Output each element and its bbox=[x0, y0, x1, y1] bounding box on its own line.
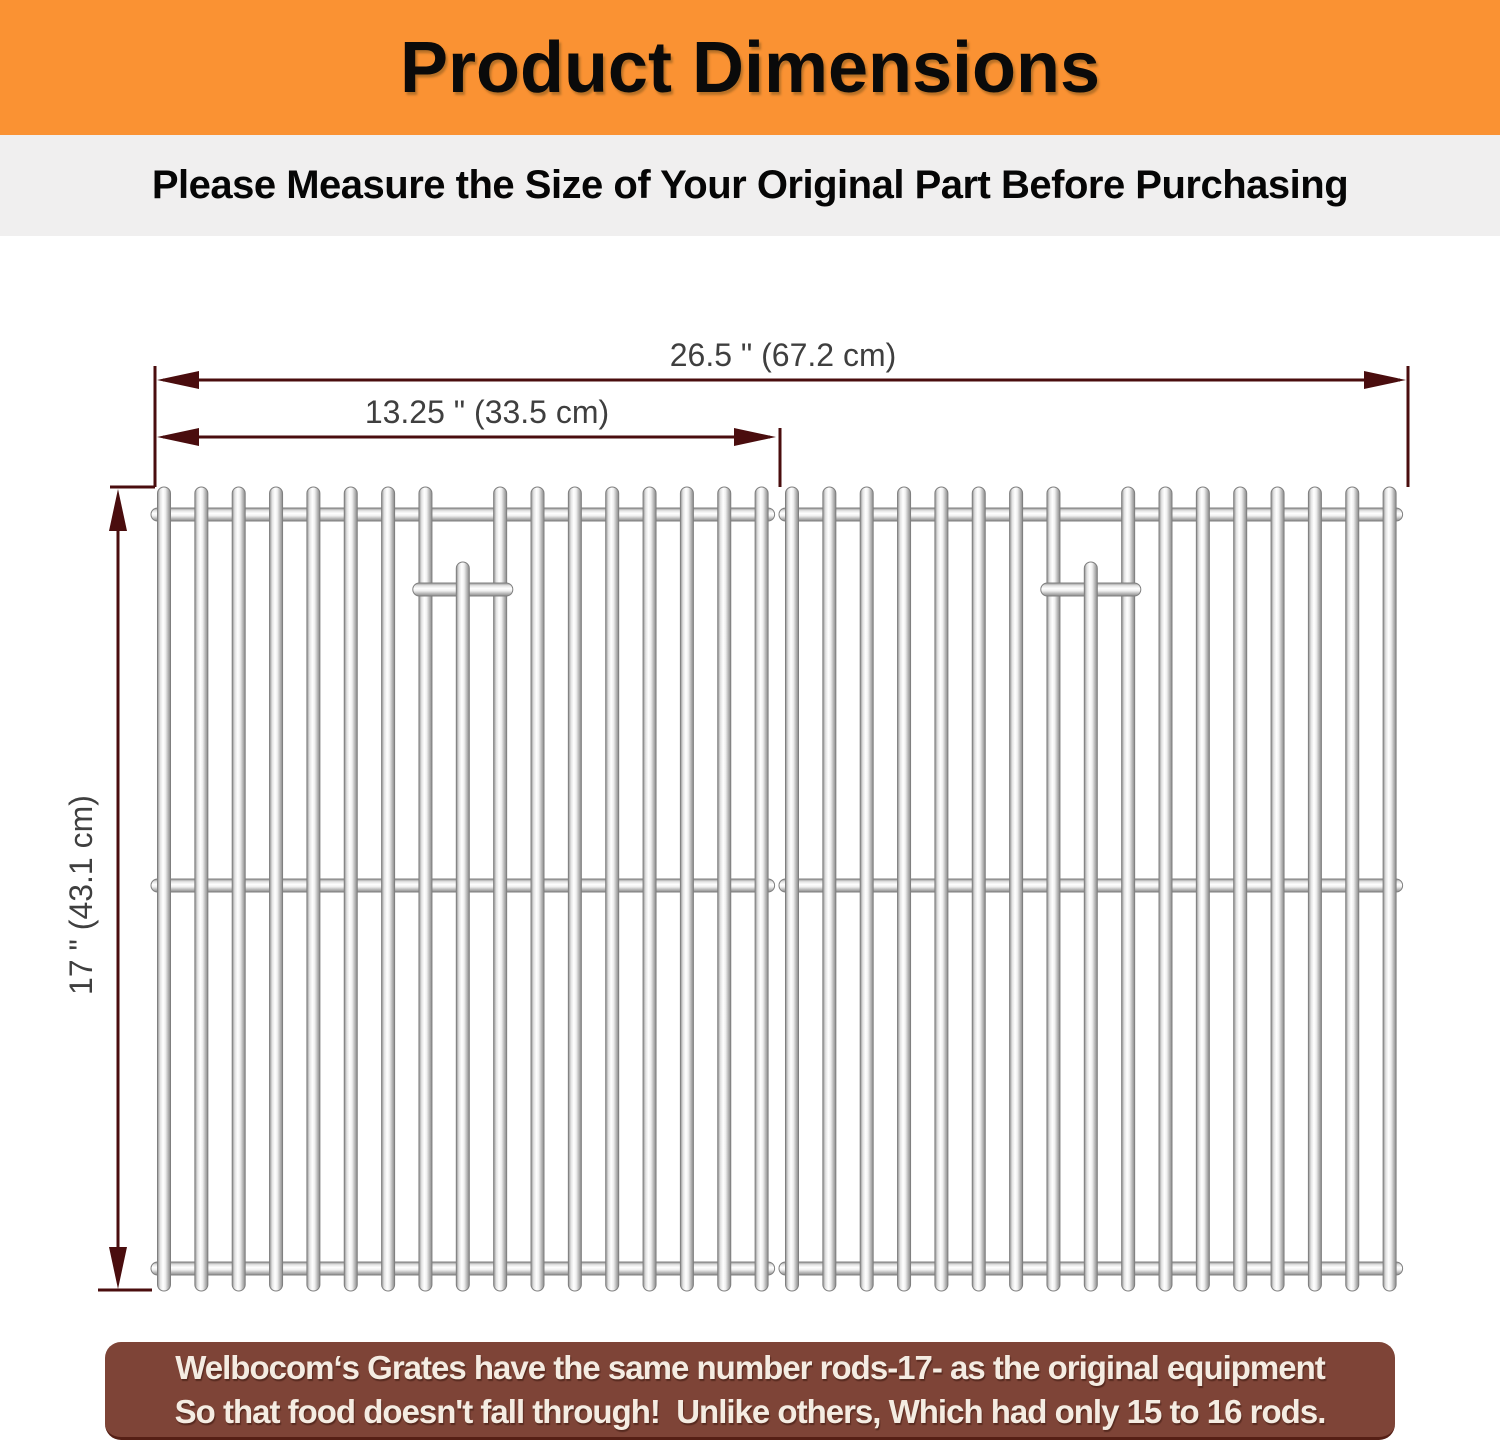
grate-rod bbox=[679, 486, 694, 1292]
note-box: Welbocom‘s Grates have the same number r… bbox=[105, 1342, 1395, 1440]
dim-total-width: 26.5 " (67.2 cm) bbox=[153, 337, 1410, 487]
grate-rod bbox=[493, 486, 508, 1292]
arrow-left-icon bbox=[157, 428, 199, 446]
grate-rod bbox=[1233, 486, 1248, 1292]
grate-rod bbox=[418, 486, 433, 1292]
grate-rod bbox=[1345, 486, 1360, 1292]
page-title: Product Dimensions bbox=[399, 27, 1101, 108]
grate-rod bbox=[343, 486, 358, 1292]
dimension-diagram: 26.5 " (67.2 cm) 13.25 " (33.5 cm) 17 " … bbox=[0, 236, 1500, 1342]
dim-half-width: 13.25 " (33.5 cm) bbox=[157, 394, 782, 487]
grate-rod bbox=[785, 486, 799, 1292]
grates-group bbox=[150, 486, 1404, 1292]
grate-rod bbox=[1307, 486, 1322, 1292]
arrow-right-icon bbox=[1364, 371, 1406, 389]
grate-rod bbox=[971, 486, 986, 1292]
grate-rod bbox=[306, 486, 321, 1292]
grate-rod bbox=[897, 486, 912, 1292]
grate-rod bbox=[1121, 486, 1136, 1292]
grate-rod bbox=[1270, 486, 1285, 1292]
grate-rod bbox=[1009, 486, 1024, 1292]
dim-height: 17 " (43.1 cm) bbox=[63, 485, 155, 1292]
arrow-down-icon bbox=[109, 1247, 127, 1289]
grate-rod bbox=[567, 486, 582, 1292]
note-line-2: So that food doesn't fall through! Unlik… bbox=[174, 1392, 1327, 1430]
title-banner: Product Dimensions bbox=[0, 0, 1500, 135]
arrow-up-icon bbox=[109, 489, 127, 531]
grate-rod bbox=[754, 486, 769, 1292]
grate-rod bbox=[859, 486, 874, 1292]
arrow-right-icon bbox=[734, 428, 776, 446]
arrow-left-icon bbox=[157, 371, 199, 389]
grate-rod bbox=[717, 486, 732, 1292]
grate-rod bbox=[157, 486, 171, 1292]
grate-rod bbox=[194, 486, 209, 1292]
grate-rod bbox=[822, 486, 837, 1292]
height-label: 17 " (43.1 cm) bbox=[63, 795, 99, 995]
grate-short-rod bbox=[455, 561, 470, 1292]
grate-drawing: 26.5 " (67.2 cm) 13.25 " (33.5 cm) 17 " … bbox=[63, 337, 1410, 1292]
grate-rod bbox=[231, 486, 246, 1292]
grate-rod bbox=[269, 486, 284, 1292]
note-line-1: Welbocom‘s Grates have the same number r… bbox=[175, 1348, 1326, 1386]
grate-rod bbox=[642, 486, 657, 1292]
grate-rod bbox=[1158, 486, 1173, 1292]
total-width-label: 26.5 " (67.2 cm) bbox=[670, 337, 897, 373]
grate-rod bbox=[1382, 486, 1397, 1292]
grate-rod bbox=[530, 486, 545, 1292]
subtitle-text: Please Measure the Size of Your Original… bbox=[151, 163, 1349, 207]
grate-rod bbox=[934, 486, 949, 1292]
subtitle-bar: Please Measure the Size of Your Original… bbox=[0, 135, 1500, 236]
grate-rod bbox=[1046, 486, 1061, 1292]
grate-rod bbox=[605, 486, 620, 1292]
half-width-label: 13.25 " (33.5 cm) bbox=[365, 394, 609, 430]
grate-rod bbox=[1195, 486, 1210, 1292]
grate-short-rod bbox=[1083, 561, 1098, 1292]
grate-rod bbox=[381, 486, 396, 1292]
